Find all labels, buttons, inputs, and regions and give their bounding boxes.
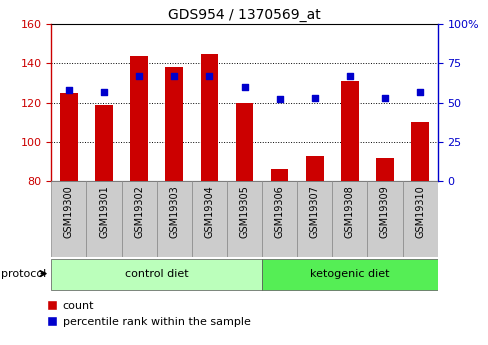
- FancyBboxPatch shape: [297, 181, 332, 257]
- Bar: [200, 53, 218, 181]
- Bar: [375, 158, 393, 181]
- FancyBboxPatch shape: [51, 181, 86, 257]
- Point: [240, 84, 248, 90]
- Text: GSM19310: GSM19310: [414, 185, 424, 238]
- FancyBboxPatch shape: [122, 181, 156, 257]
- FancyBboxPatch shape: [402, 181, 437, 257]
- Bar: [95, 105, 113, 181]
- FancyBboxPatch shape: [226, 181, 262, 257]
- Point: [135, 73, 143, 79]
- FancyBboxPatch shape: [51, 259, 262, 290]
- Title: GDS954 / 1370569_at: GDS954 / 1370569_at: [168, 8, 320, 22]
- Bar: [130, 56, 147, 181]
- Text: GSM19306: GSM19306: [274, 185, 284, 238]
- FancyBboxPatch shape: [191, 181, 226, 257]
- Point: [275, 97, 283, 102]
- Bar: [235, 103, 253, 181]
- Bar: [165, 67, 183, 181]
- Point: [100, 89, 108, 95]
- Point: [310, 95, 318, 101]
- Text: ketogenic diet: ketogenic diet: [309, 269, 389, 278]
- Bar: [410, 122, 428, 181]
- Bar: [60, 93, 78, 181]
- Text: GSM19305: GSM19305: [239, 185, 249, 238]
- Point: [380, 95, 388, 101]
- FancyBboxPatch shape: [156, 181, 191, 257]
- FancyBboxPatch shape: [262, 259, 437, 290]
- Bar: [341, 81, 358, 181]
- Point: [345, 73, 353, 79]
- Text: GSM19301: GSM19301: [99, 185, 109, 238]
- Text: GSM19302: GSM19302: [134, 185, 144, 238]
- Text: protocol: protocol: [1, 269, 46, 278]
- Text: GSM19303: GSM19303: [169, 185, 179, 238]
- FancyBboxPatch shape: [86, 181, 122, 257]
- Text: GSM19307: GSM19307: [309, 185, 319, 238]
- Point: [170, 73, 178, 79]
- Point: [205, 73, 213, 79]
- Point: [415, 89, 423, 95]
- Point: [65, 87, 73, 93]
- Text: GSM19308: GSM19308: [344, 185, 354, 238]
- FancyBboxPatch shape: [332, 181, 366, 257]
- Text: GSM19304: GSM19304: [204, 185, 214, 238]
- FancyBboxPatch shape: [262, 181, 297, 257]
- Bar: [270, 169, 288, 181]
- Text: GSM19309: GSM19309: [379, 185, 389, 238]
- FancyBboxPatch shape: [366, 181, 402, 257]
- Text: GSM19300: GSM19300: [64, 185, 74, 238]
- Legend: count, percentile rank within the sample: count, percentile rank within the sample: [41, 297, 254, 331]
- Text: control diet: control diet: [124, 269, 188, 278]
- Bar: [305, 156, 323, 181]
